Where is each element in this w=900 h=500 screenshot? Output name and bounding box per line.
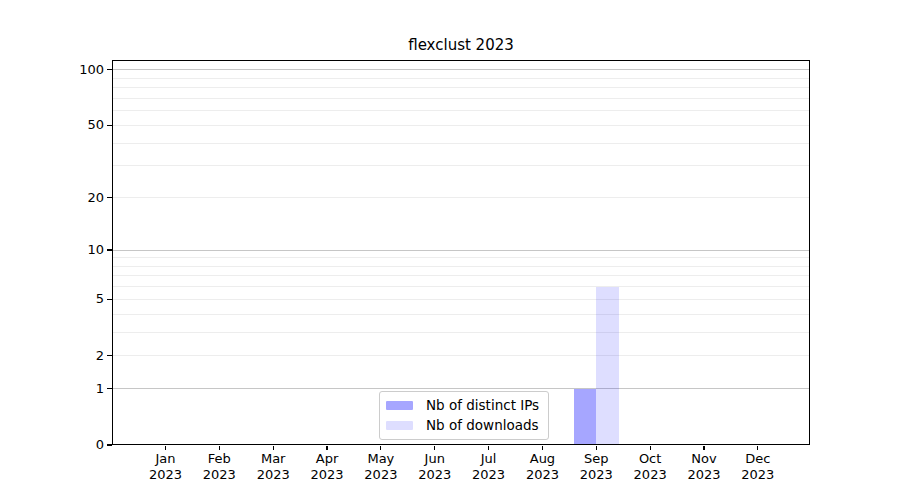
x-tick-oct bbox=[650, 446, 651, 451]
x-tick-month: Jun bbox=[400, 451, 470, 467]
x-tick-year: 2023 bbox=[615, 467, 685, 483]
x-tick-month: May bbox=[346, 451, 416, 467]
legend: Nb of distinct IPs Nb of downloads bbox=[379, 391, 549, 440]
x-tick-year: 2023 bbox=[454, 467, 524, 483]
x-tick-year: 2023 bbox=[346, 467, 416, 483]
y-tick-label-5: 5 bbox=[40, 291, 104, 307]
y-tick-1 bbox=[107, 388, 112, 389]
x-tick-year: 2023 bbox=[669, 467, 739, 483]
x-tick-label-jun: Jun2023 bbox=[400, 451, 470, 482]
x-tick-month: Jul bbox=[454, 451, 524, 467]
x-tick-month: Apr bbox=[292, 451, 362, 467]
y-tick-label-100: 100 bbox=[40, 62, 104, 78]
x-tick-jun bbox=[434, 446, 435, 451]
x-tick-year: 2023 bbox=[238, 467, 308, 483]
x-tick-label-dec: Dec2023 bbox=[723, 451, 793, 482]
bars-layer bbox=[112, 60, 810, 445]
y-tick-label-1: 1 bbox=[40, 381, 104, 397]
y-tick-label-50: 50 bbox=[40, 117, 104, 133]
y-tick-50 bbox=[107, 125, 112, 126]
x-tick-month: Dec bbox=[723, 451, 793, 467]
x-tick-label-mar: Mar2023 bbox=[238, 451, 308, 482]
x-tick-month: Nov bbox=[669, 451, 739, 467]
legend-label-distinct-ips: Nb of distinct IPs bbox=[426, 397, 539, 414]
x-tick-apr bbox=[326, 446, 327, 451]
x-tick-sep bbox=[596, 446, 597, 451]
y-tick-10 bbox=[107, 249, 112, 250]
chart-title: flexclust 2023 bbox=[112, 36, 810, 54]
x-tick-label-apr: Apr2023 bbox=[292, 451, 362, 482]
x-tick-label-aug: Aug2023 bbox=[507, 451, 577, 482]
bar-sep-nb-of-distinct-ips bbox=[574, 389, 596, 445]
x-tick-nov bbox=[703, 446, 704, 451]
y-tick-label-20: 20 bbox=[40, 190, 104, 206]
y-tick-2 bbox=[107, 355, 112, 356]
y-tick-20 bbox=[107, 197, 112, 198]
x-tick-month: Mar bbox=[238, 451, 308, 467]
x-tick-month: Aug bbox=[507, 451, 577, 467]
x-tick-label-may: May2023 bbox=[346, 451, 416, 482]
x-tick-month: Oct bbox=[615, 451, 685, 467]
x-tick-feb bbox=[219, 446, 220, 451]
legend-swatch-downloads bbox=[386, 421, 413, 431]
x-tick-year: 2023 bbox=[561, 467, 631, 483]
y-tick-label-10: 10 bbox=[40, 242, 104, 258]
chart-figure: flexclust 2023 0125102050100Jan2023Feb20… bbox=[0, 0, 900, 500]
x-tick-label-feb: Feb2023 bbox=[184, 451, 254, 482]
y-tick-label-0: 0 bbox=[40, 437, 104, 453]
x-tick-year: 2023 bbox=[507, 467, 577, 483]
y-tick-0 bbox=[107, 444, 112, 445]
x-tick-label-jan: Jan2023 bbox=[131, 451, 201, 482]
x-tick-jul bbox=[488, 446, 489, 451]
x-tick-month: Sep bbox=[561, 451, 631, 467]
x-tick-year: 2023 bbox=[723, 467, 793, 483]
legend-label-downloads: Nb of downloads bbox=[426, 417, 539, 434]
x-tick-label-sep: Sep2023 bbox=[561, 451, 631, 482]
x-tick-month: Feb bbox=[184, 451, 254, 467]
bar-sep-nb-of-downloads bbox=[596, 287, 618, 445]
x-tick-year: 2023 bbox=[400, 467, 470, 483]
x-tick-label-oct: Oct2023 bbox=[615, 451, 685, 482]
x-tick-may bbox=[380, 446, 381, 451]
x-tick-jan bbox=[165, 446, 166, 451]
x-tick-label-nov: Nov2023 bbox=[669, 451, 739, 482]
y-tick-5 bbox=[107, 299, 112, 300]
y-tick-100 bbox=[107, 69, 112, 70]
x-tick-year: 2023 bbox=[292, 467, 362, 483]
legend-swatch-distinct-ips bbox=[386, 401, 413, 411]
x-tick-label-jul: Jul2023 bbox=[454, 451, 524, 482]
x-tick-year: 2023 bbox=[131, 467, 201, 483]
x-tick-dec bbox=[757, 446, 758, 451]
legend-item-distinct-ips: Nb of distinct IPs bbox=[386, 397, 539, 414]
plot-area bbox=[112, 60, 810, 445]
y-tick-label-2: 2 bbox=[40, 348, 104, 364]
x-tick-month: Jan bbox=[131, 451, 201, 467]
x-tick-year: 2023 bbox=[184, 467, 254, 483]
x-tick-mar bbox=[273, 446, 274, 451]
legend-item-downloads: Nb of downloads bbox=[386, 417, 539, 434]
x-tick-aug bbox=[542, 446, 543, 451]
